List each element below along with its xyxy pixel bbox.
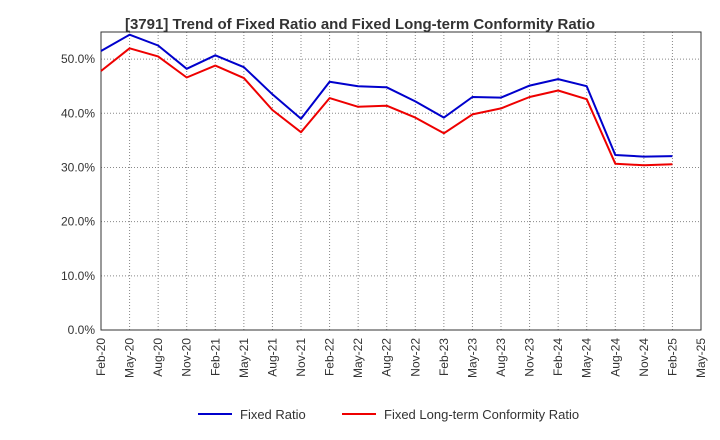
x-tick-label: Aug-22 <box>380 338 394 377</box>
x-tick-label: May-22 <box>351 338 365 378</box>
x-tick-label: Aug-23 <box>494 338 508 377</box>
x-tick-label: Feb-22 <box>323 338 337 376</box>
x-tick-label: May-25 <box>694 338 708 378</box>
x-tick-label: Nov-24 <box>637 338 651 377</box>
x-tick-label: May-24 <box>580 338 594 378</box>
x-tick-label: Feb-23 <box>437 338 451 376</box>
x-tick-label: Feb-20 <box>94 338 108 376</box>
y-tick-label: 10.0% <box>61 269 95 283</box>
x-tick-label: Nov-20 <box>180 338 194 377</box>
legend-label-2: Fixed Long-term Conformity Ratio <box>384 407 579 422</box>
axis-layer: 0.0% 10.0% 20.0% 30.0% 40.0% 50.0% Feb-20 May-2… <box>61 31 708 378</box>
x-tick-label: Aug-20 <box>151 338 165 377</box>
series-line-2 <box>100 47 673 167</box>
y-tick-label: 0.0% <box>68 323 96 337</box>
x-tick-label: May-20 <box>123 338 137 378</box>
x-tick-label: May-21 <box>237 338 251 378</box>
legend-label-1: Fixed Ratio <box>240 407 306 422</box>
legend: Fixed Ratio Fixed Long-term Conformity Ra… <box>198 407 579 422</box>
x-tick-label: Aug-24 <box>608 338 622 377</box>
y-tick-label: 20.0% <box>61 215 95 229</box>
x-tick-label: Nov-23 <box>523 338 537 377</box>
x-tick-label: Aug-21 <box>265 338 279 377</box>
series-layer <box>100 33 673 167</box>
x-tick-label: Feb-21 <box>208 338 222 376</box>
x-tick-label: Feb-25 <box>665 338 679 376</box>
y-tick-label: 30.0% <box>61 160 95 174</box>
series-line-1 <box>100 33 673 158</box>
chart-title: [3791] Trend of Fixed Ratio and Fixed Lo… <box>124 16 596 33</box>
x-tick-label: Nov-22 <box>408 338 422 377</box>
y-tick-label: 40.0% <box>61 106 95 120</box>
x-tick-label: May-23 <box>465 338 479 378</box>
x-tick-label: Feb-24 <box>551 338 565 376</box>
plot-border <box>100 31 702 331</box>
x-tick-label: Nov-21 <box>294 338 308 377</box>
y-tick-label: 50.0% <box>61 52 95 66</box>
